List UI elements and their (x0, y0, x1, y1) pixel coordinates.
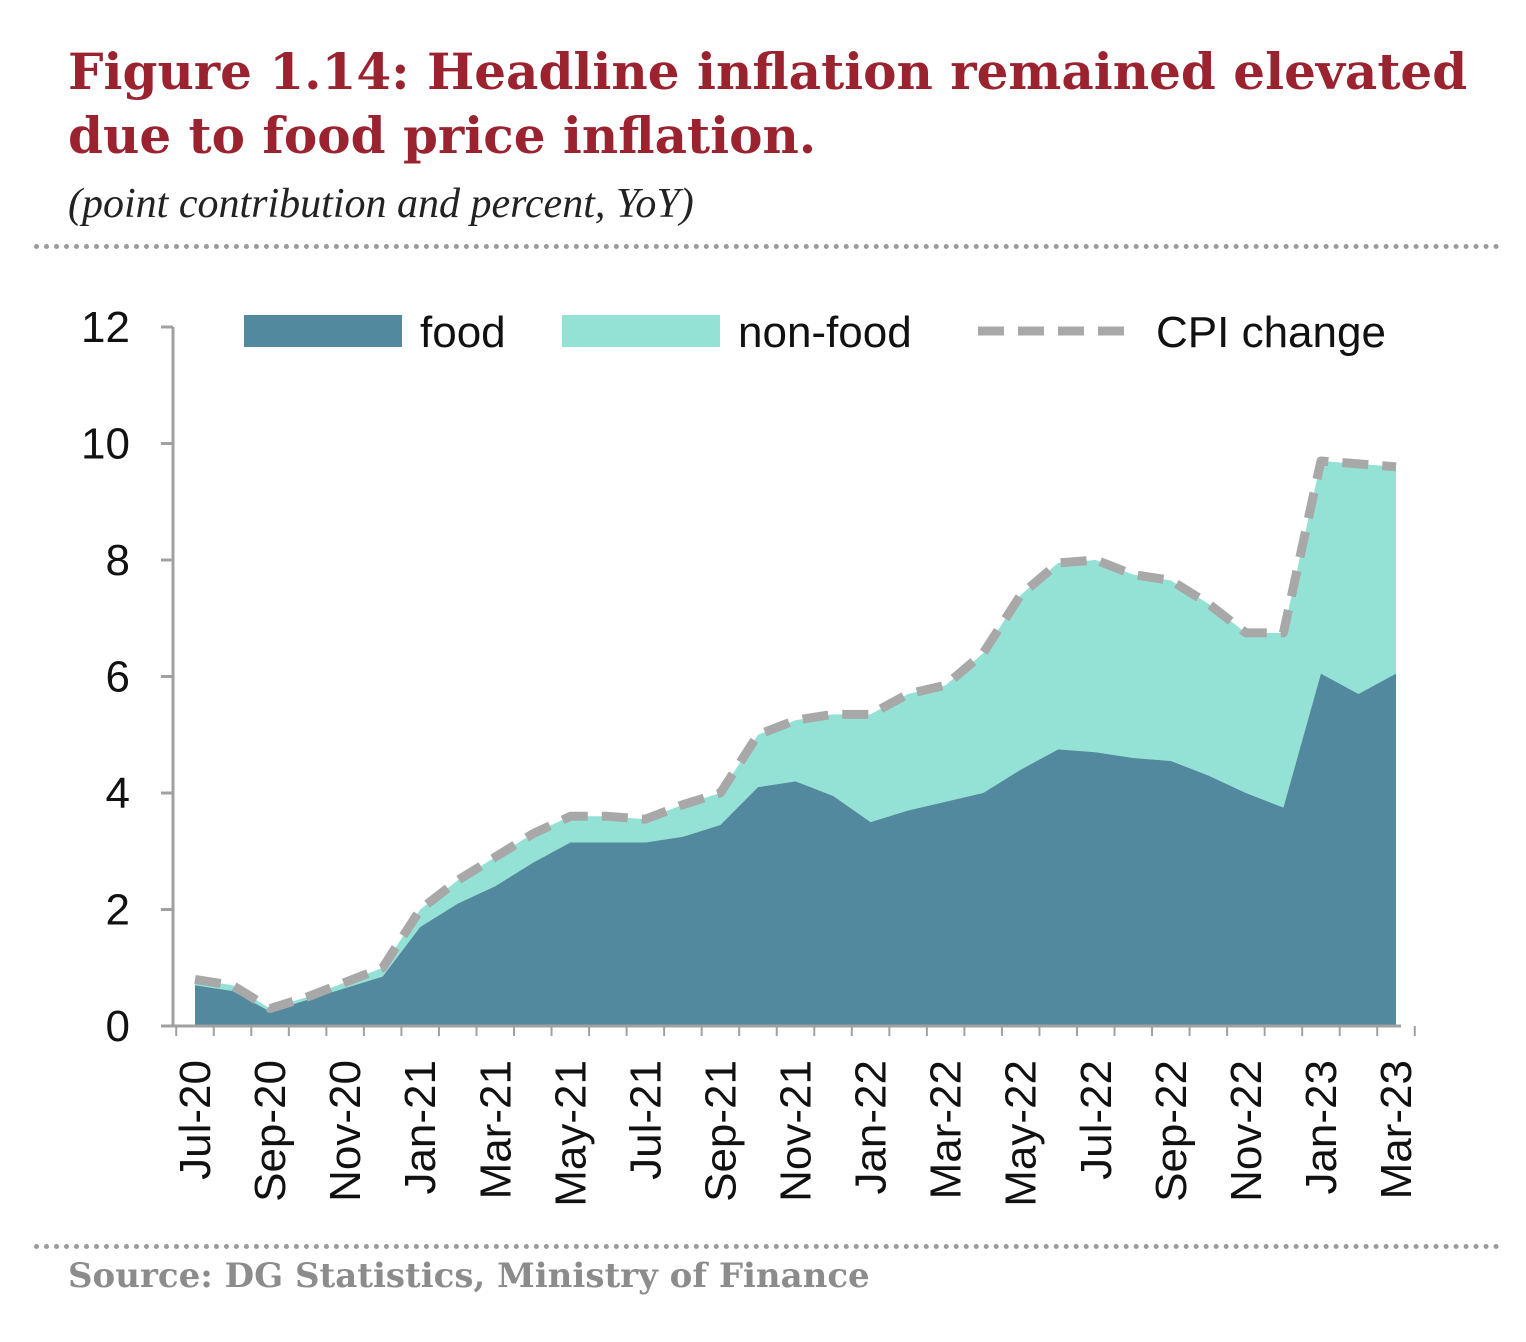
plot-areas (194, 456, 1397, 1026)
x-tick-label: Jan-21 (396, 1060, 445, 1195)
chart-title: Figure 1.14: Headline inflation remained… (68, 42, 1468, 165)
x-tick-label: Jan-22 (847, 1060, 896, 1195)
x-tick-label: Nov-21 (772, 1060, 821, 1202)
y-tick-label: 6 (106, 653, 130, 702)
legend-label-non-food: non-food (738, 308, 912, 357)
y-tick-label: 2 (106, 886, 130, 935)
legend-label-cpi-change: CPI change (1156, 308, 1386, 357)
bottom-divider (34, 1244, 1500, 1249)
chart-legend: food non-food CPI change (244, 308, 1386, 357)
legend-swatch-food (244, 315, 402, 347)
x-tick-label: Jul-21 (621, 1060, 670, 1180)
x-tick-label: Mar-21 (471, 1060, 520, 1199)
x-tick-label: Sep-20 (246, 1060, 295, 1202)
x-tick-label: Nov-20 (321, 1060, 370, 1202)
x-tick-label: Jul-20 (171, 1060, 220, 1180)
x-tick-label: May-21 (546, 1060, 595, 1207)
x-tick-label: Mar-23 (1372, 1060, 1421, 1199)
x-tick-label: Jul-22 (1072, 1060, 1121, 1180)
x-tick-label: Mar-22 (922, 1060, 971, 1199)
x-tick-label: Sep-22 (1147, 1060, 1196, 1202)
cpi-change-line (194, 456, 1397, 1014)
source-note: Source: DG Statistics, Ministry of Finan… (68, 1256, 870, 1296)
non-food-area (195, 460, 1396, 1012)
chart-subtitle: (point contribution and percent, YoY) (68, 181, 694, 227)
x-tick-label: Jan-23 (1297, 1060, 1346, 1195)
x-tick-label: May-22 (997, 1060, 1046, 1207)
top-divider (34, 244, 1500, 249)
y-tick-label: 4 (106, 769, 130, 818)
x-tick-label: Sep-21 (696, 1060, 745, 1202)
legend-swatch-non-food (562, 315, 720, 347)
y-tick-label: 8 (106, 536, 130, 585)
food-area (195, 673, 1396, 1026)
legend-label-food: food (420, 308, 506, 357)
y-tick-label: 0 (106, 1002, 130, 1051)
y-tick-label: 12 (81, 303, 130, 352)
chart-axes: 0 2 4 6 8 10 12 Jul-20 Sep-20 Nov-20 Jan-21 Mar-21 M… (81, 303, 1421, 1207)
x-tick-label: Nov-22 (1222, 1060, 1271, 1202)
y-tick-label: 10 (81, 420, 130, 469)
